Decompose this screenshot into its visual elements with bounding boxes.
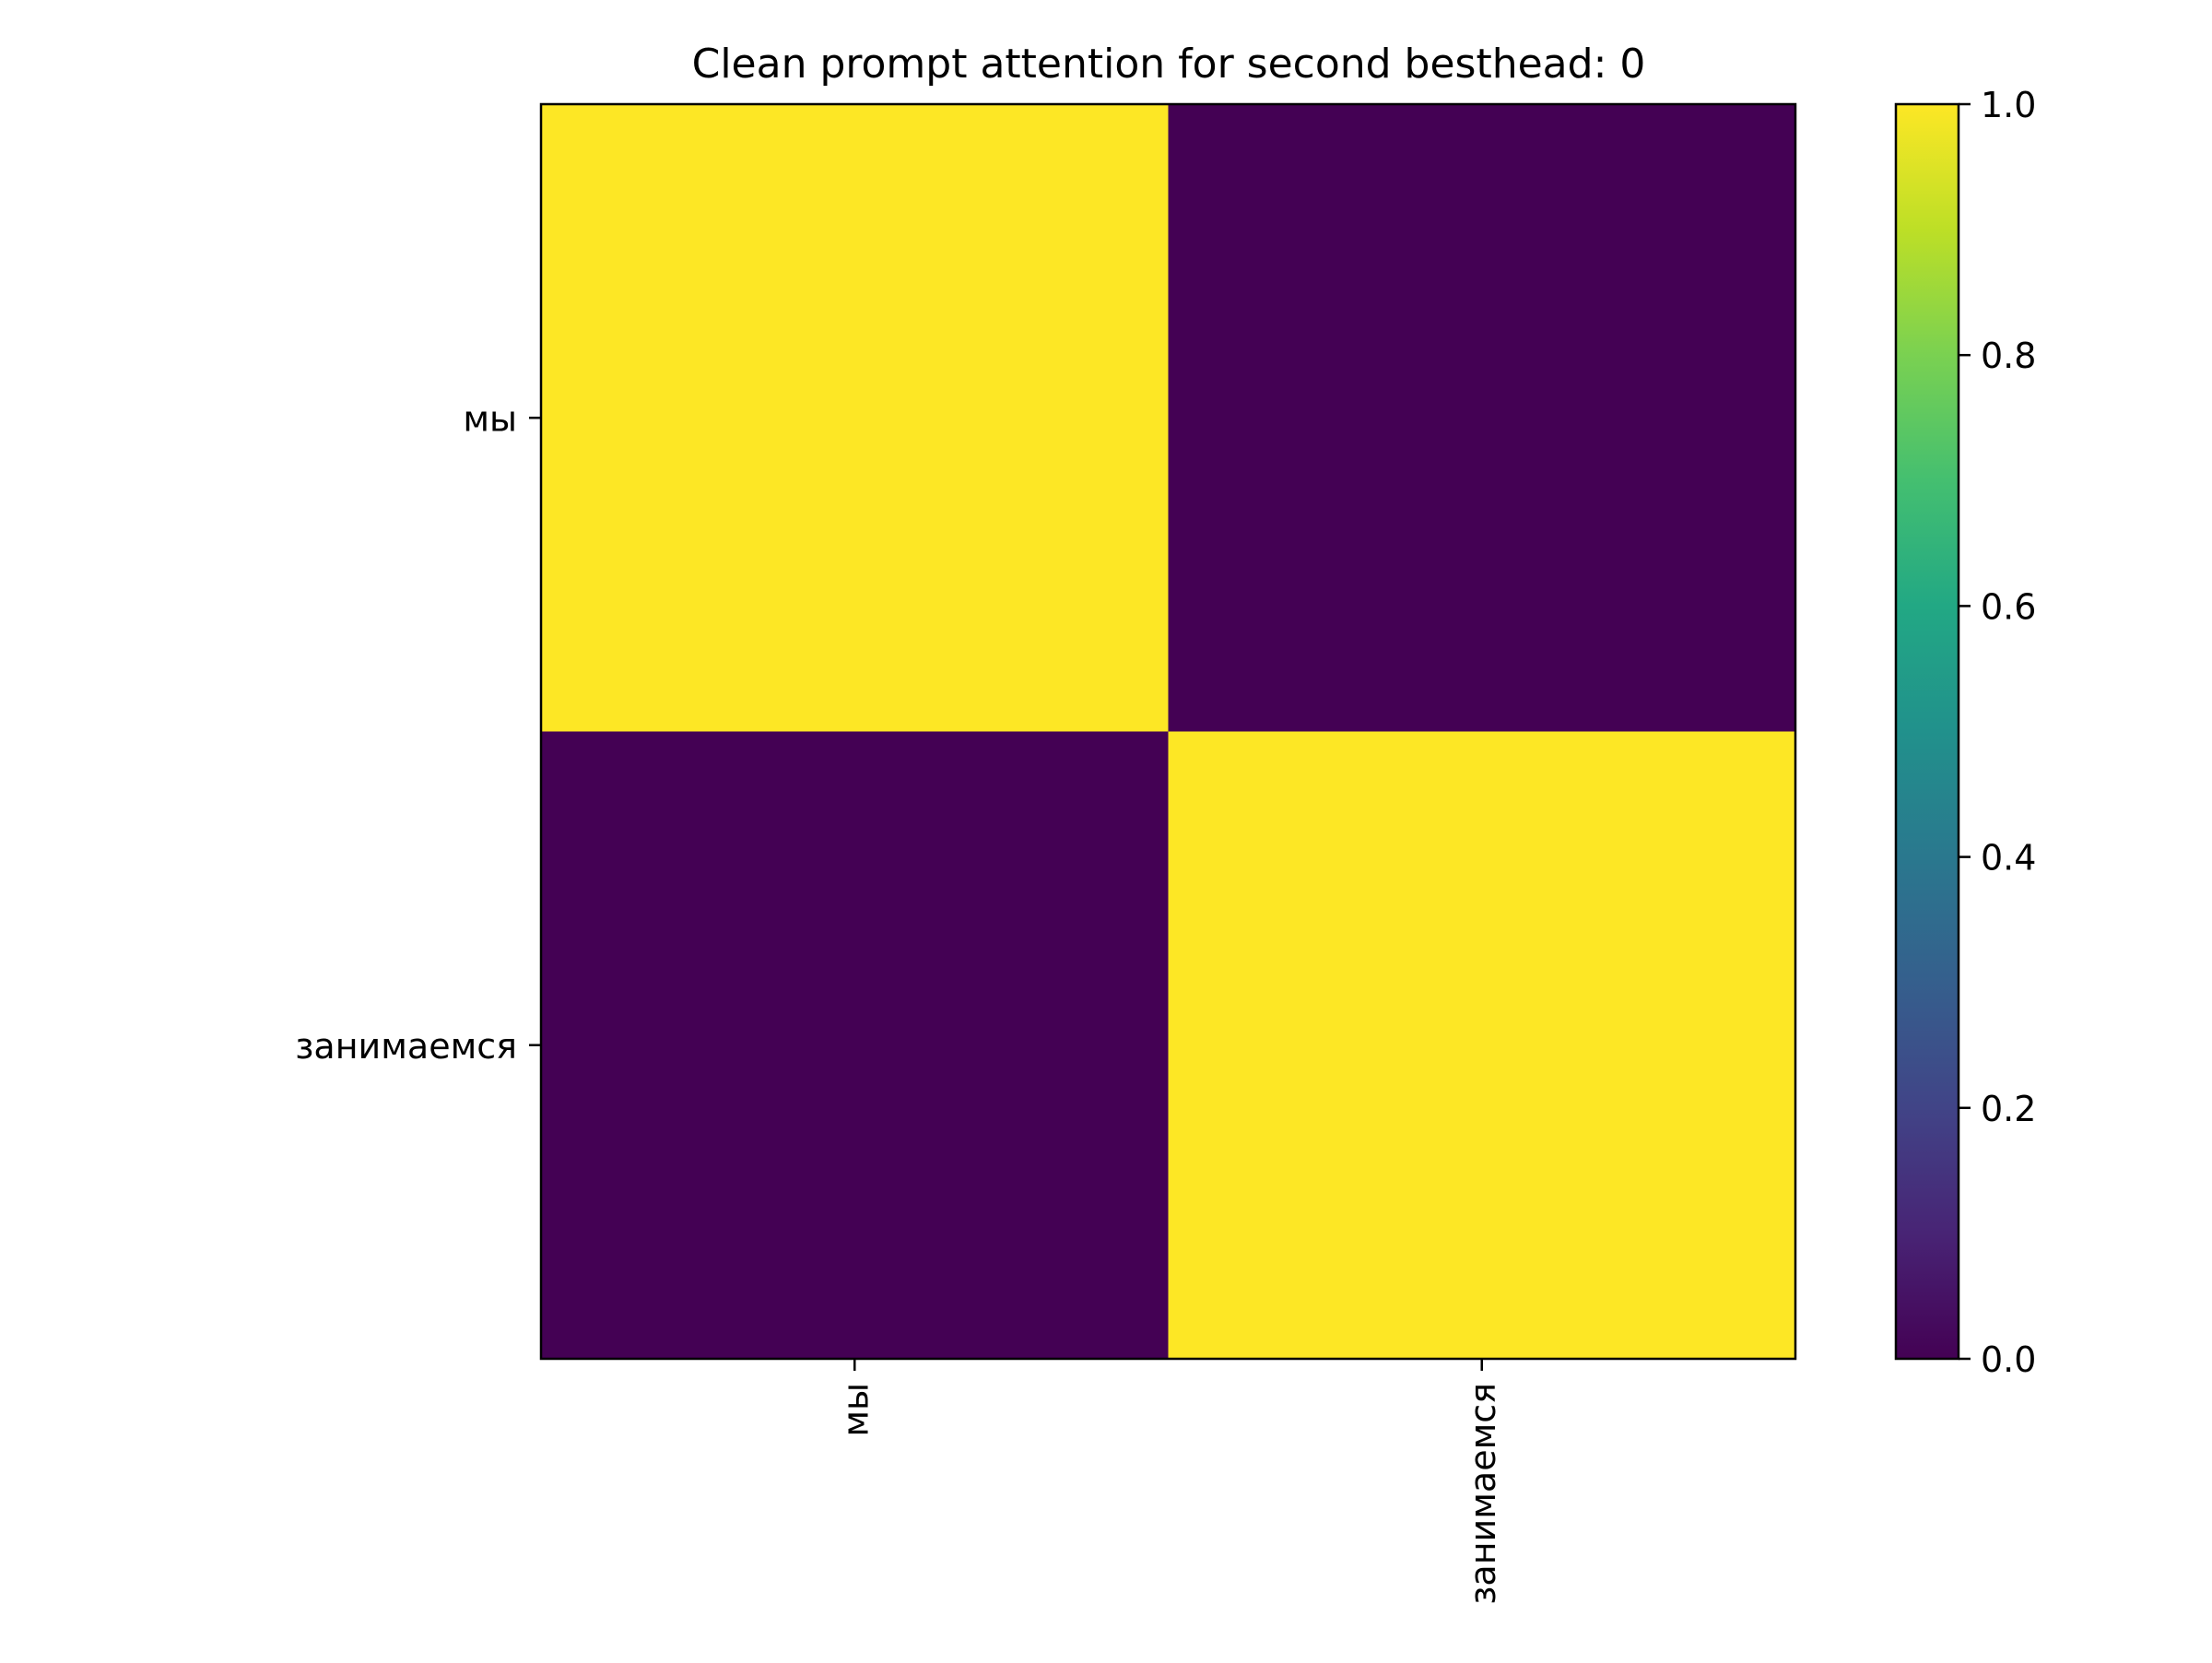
x-tick-label: занимаемся (1463, 1383, 1503, 1605)
colorbar-tick-label: 1.0 (1981, 85, 2036, 125)
plot-frame (539, 102, 1797, 1361)
colorbar-tick-label: 0.4 (1981, 838, 2036, 879)
x-axis-ticks: мы занимаемся (835, 1359, 1503, 1605)
heatmap-cells (541, 104, 1796, 1360)
heatmap-cell (541, 104, 1169, 732)
heatmap-cell (541, 731, 1169, 1360)
y-axis-ticks: мы занимаемся (295, 398, 541, 1067)
colorbar-frame (1894, 102, 1960, 1361)
x-tick-label: мы (835, 1383, 876, 1437)
colorbar-ticks: 0.0 0.2 0.4 0.6 0.8 1.0 (1959, 85, 2036, 1380)
y-tick-label: мы (463, 398, 517, 439)
y-tick-label: занимаемся (295, 1026, 517, 1067)
colorbar-tick-label: 0.6 (1981, 586, 2036, 627)
heatmap-cell (1168, 731, 1796, 1360)
colorbar-tick-label: 0.8 (1981, 336, 2036, 376)
colorbar-tick-label: 0.0 (1981, 1339, 2036, 1380)
heatmap-cell (1168, 104, 1796, 732)
colorbar-gradient (1896, 104, 1959, 1359)
colorbar-tick-label: 0.2 (1981, 1089, 2036, 1129)
chart-title: Clean prompt attention for second besthe… (692, 41, 1646, 88)
